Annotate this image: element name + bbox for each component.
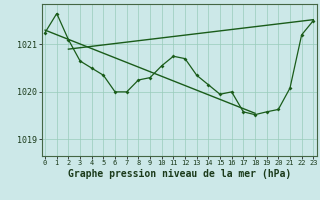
X-axis label: Graphe pression niveau de la mer (hPa): Graphe pression niveau de la mer (hPa) xyxy=(68,169,291,179)
